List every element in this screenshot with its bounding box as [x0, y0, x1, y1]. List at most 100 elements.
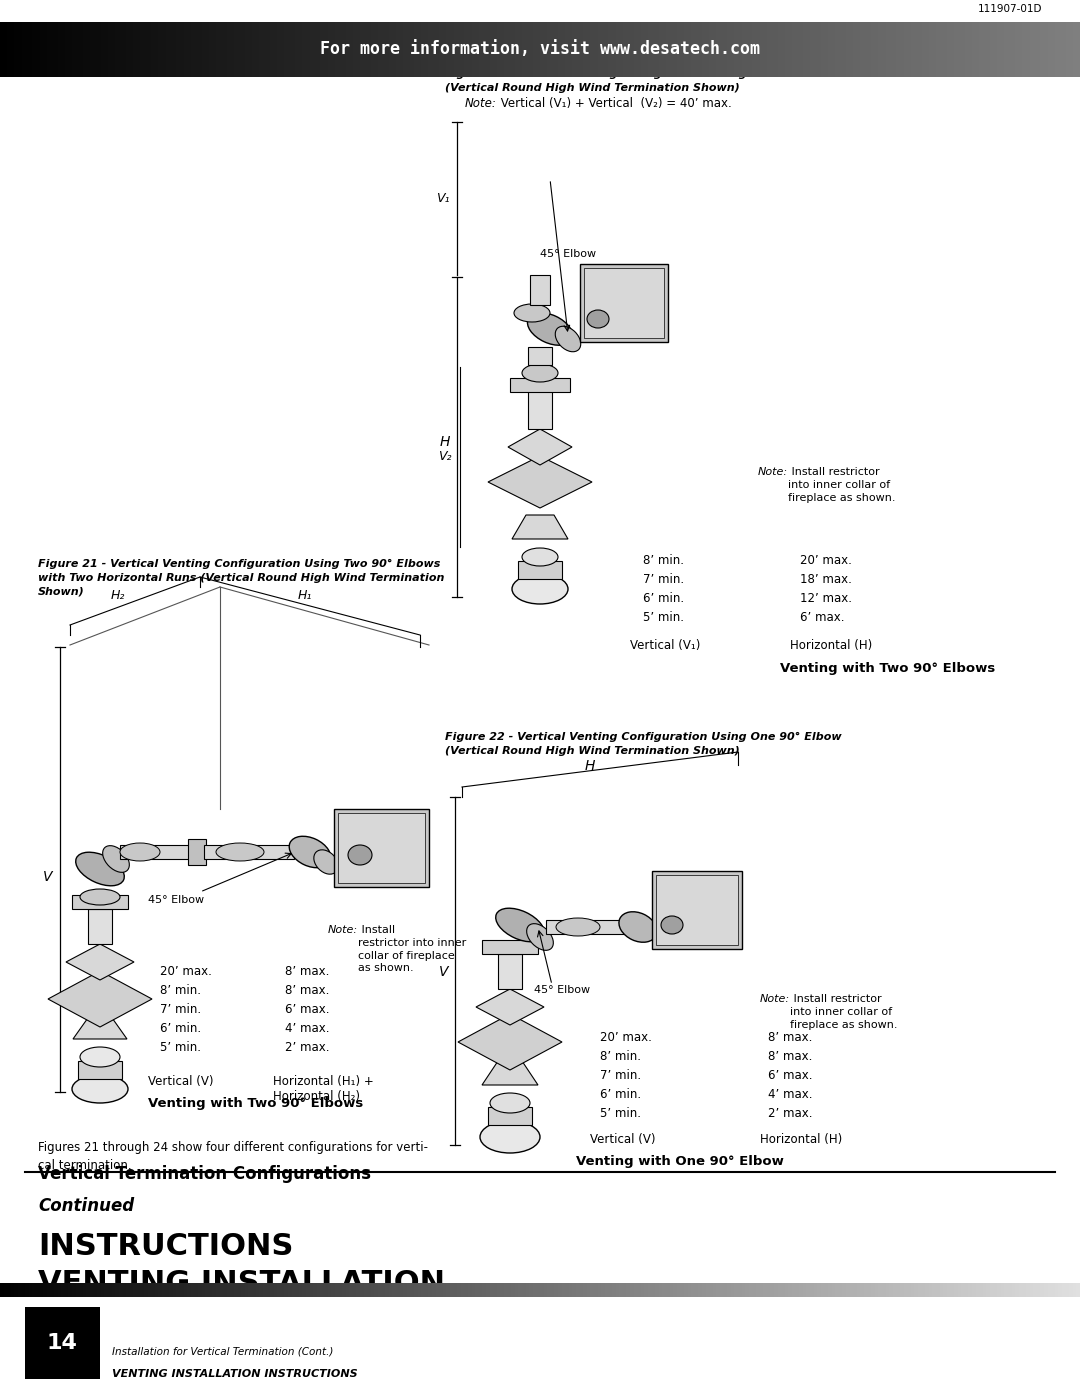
Bar: [986, 1282, 991, 1296]
Bar: [522, 22, 527, 77]
Bar: [396, 22, 401, 77]
Bar: [583, 1282, 588, 1296]
Bar: [65, 22, 69, 77]
Bar: [986, 22, 991, 77]
Bar: [262, 22, 268, 77]
Bar: [778, 1282, 782, 1296]
Bar: [450, 1282, 455, 1296]
Bar: [889, 22, 894, 77]
Bar: [378, 22, 382, 77]
Bar: [810, 22, 814, 77]
Bar: [170, 22, 174, 77]
Bar: [1051, 22, 1056, 77]
Bar: [1004, 22, 1009, 77]
Bar: [807, 22, 811, 77]
Bar: [748, 22, 754, 77]
Bar: [435, 22, 441, 77]
Bar: [634, 1282, 638, 1296]
Bar: [842, 22, 847, 77]
Bar: [569, 22, 573, 77]
Bar: [1012, 22, 1016, 77]
Bar: [716, 1282, 721, 1296]
Text: 45° Elbow: 45° Elbow: [534, 985, 590, 995]
Bar: [828, 1282, 833, 1296]
Bar: [381, 22, 387, 77]
Text: 20’ max.: 20’ max.: [160, 965, 212, 978]
Bar: [302, 1282, 307, 1296]
Bar: [188, 840, 206, 865]
Bar: [346, 22, 350, 77]
Text: 8’ max.: 8’ max.: [768, 1031, 812, 1044]
Bar: [1004, 1282, 1009, 1296]
Bar: [972, 1282, 976, 1296]
Text: 4’ max.: 4’ max.: [768, 1088, 812, 1101]
Bar: [424, 22, 430, 77]
Bar: [170, 1282, 174, 1296]
Bar: [392, 22, 397, 77]
Bar: [964, 1282, 970, 1296]
Text: 6’ min.: 6’ min.: [160, 1023, 201, 1035]
Bar: [569, 1282, 573, 1296]
Bar: [597, 22, 603, 77]
Bar: [528, 391, 552, 429]
Bar: [22, 1282, 26, 1296]
Bar: [792, 1282, 797, 1296]
Bar: [68, 22, 73, 77]
Bar: [950, 22, 955, 77]
Bar: [734, 22, 739, 77]
Bar: [1062, 22, 1067, 77]
Bar: [875, 1282, 879, 1296]
Bar: [861, 22, 865, 77]
Bar: [990, 1282, 995, 1296]
Bar: [551, 1282, 555, 1296]
Polygon shape: [508, 429, 572, 465]
Bar: [486, 22, 490, 77]
Bar: [248, 1282, 253, 1296]
Bar: [853, 22, 858, 77]
Bar: [702, 22, 706, 77]
Bar: [370, 1282, 376, 1296]
Bar: [656, 22, 660, 77]
Bar: [591, 22, 595, 77]
Bar: [1026, 1282, 1030, 1296]
Bar: [310, 22, 314, 77]
Bar: [267, 1282, 271, 1296]
Bar: [227, 22, 231, 77]
Bar: [921, 22, 927, 77]
Bar: [313, 1282, 318, 1296]
Text: Figures 21 through 24 show four different configurations for verti-
cal terminat: Figures 21 through 24 show four differen…: [38, 1141, 428, 1172]
Bar: [386, 1282, 390, 1296]
Bar: [316, 22, 322, 77]
Bar: [832, 1282, 836, 1296]
Bar: [710, 22, 714, 77]
Bar: [78, 1060, 122, 1078]
Bar: [1069, 1282, 1074, 1296]
Bar: [483, 22, 487, 77]
Ellipse shape: [80, 888, 120, 905]
Ellipse shape: [76, 852, 124, 886]
Bar: [482, 940, 538, 954]
Bar: [691, 22, 696, 77]
Bar: [680, 22, 685, 77]
Bar: [926, 1282, 930, 1296]
Bar: [284, 22, 289, 77]
Bar: [133, 1282, 138, 1296]
Text: 2’ max.: 2’ max.: [285, 1041, 329, 1053]
Ellipse shape: [588, 310, 609, 328]
Bar: [327, 22, 333, 77]
Bar: [969, 1282, 973, 1296]
Bar: [105, 1282, 109, 1296]
Bar: [824, 1282, 829, 1296]
Bar: [1008, 1282, 1013, 1296]
Text: H: H: [584, 759, 595, 773]
Bar: [1048, 1282, 1052, 1296]
Bar: [0, 22, 4, 77]
Bar: [14, 22, 19, 77]
Bar: [528, 346, 552, 365]
Bar: [489, 1282, 495, 1296]
Bar: [651, 22, 657, 77]
Bar: [468, 1282, 473, 1296]
Bar: [645, 1282, 649, 1296]
Text: 7’ min.: 7’ min.: [160, 1003, 201, 1016]
Bar: [213, 22, 217, 77]
